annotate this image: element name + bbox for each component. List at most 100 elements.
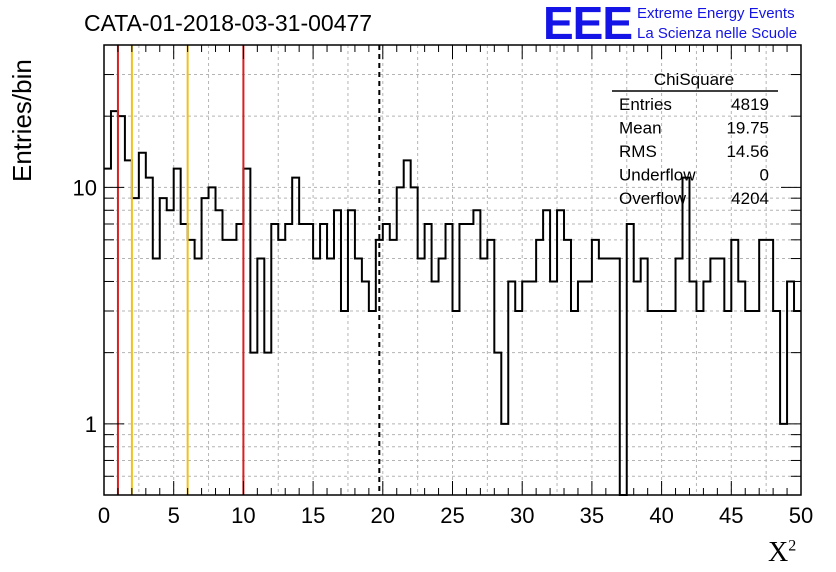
histogram-bin	[585, 281, 592, 495]
histogram-bin	[522, 281, 529, 495]
x-tick-label: 35	[580, 503, 604, 528]
histogram-bin	[146, 178, 153, 495]
chart-title: CATA-01-2018-03-31-00477	[84, 10, 373, 36]
stats-label: Mean	[619, 119, 662, 138]
x-tick-label: 0	[98, 503, 110, 528]
histogram-bin	[453, 311, 460, 495]
histogram-bin	[710, 259, 717, 495]
histogram-bin	[703, 281, 710, 495]
stats-label: Entries	[619, 95, 672, 114]
histogram-bin	[508, 281, 515, 495]
histogram-bin	[536, 240, 543, 495]
y-tick-label: 1	[85, 412, 97, 437]
histogram-bin	[627, 224, 634, 495]
histogram-bin	[292, 178, 299, 495]
histogram-bin	[411, 187, 418, 495]
x-tick-label: 45	[719, 503, 743, 528]
histogram-bin	[669, 311, 676, 495]
histogram-bin	[271, 224, 278, 495]
histogram-bin	[181, 224, 188, 495]
stats-value: 4204	[731, 189, 769, 208]
histogram-bin	[160, 198, 167, 495]
axes: 0 5 10 15 20 25 30 35 40 45 50 1 10	[73, 44, 813, 528]
histogram-bin	[327, 259, 334, 495]
histogram-bin	[341, 311, 348, 495]
histogram-bin	[724, 311, 731, 495]
histogram-bin	[606, 259, 613, 495]
histogram-bin	[320, 224, 327, 495]
histogram-bin	[229, 240, 236, 495]
x-tick-label: 10	[231, 503, 255, 528]
histogram-bin	[222, 240, 229, 495]
x-axis-label: X2	[768, 537, 796, 569]
histogram-bin	[529, 281, 536, 495]
histogram-bin	[745, 311, 752, 495]
histogram-bin	[634, 281, 641, 495]
histogram-bin	[794, 311, 801, 495]
histogram-bin	[592, 240, 599, 495]
stats-value: 14.56	[726, 142, 769, 161]
histogram-bin	[759, 240, 766, 495]
histogram-outline	[104, 110, 801, 496]
histogram-bin	[104, 169, 111, 495]
histogram-bin	[689, 281, 696, 495]
histogram-bin	[418, 259, 425, 495]
histogram-bin	[676, 259, 683, 495]
histogram-bin	[515, 311, 522, 495]
x-tick-label: 50	[789, 503, 813, 528]
histogram-bin	[480, 259, 487, 495]
histogram-bin	[655, 311, 662, 495]
histogram-bin	[299, 224, 306, 495]
histogram-bin	[752, 311, 759, 495]
histogram-bin	[376, 240, 383, 495]
histogram-bin	[648, 311, 655, 495]
x-tick-label: 30	[510, 503, 534, 528]
histogram-bin	[209, 187, 216, 495]
histogram-bin	[118, 116, 125, 495]
histogram-bin	[236, 224, 243, 495]
x-axis-label-base: X	[768, 537, 789, 568]
histogram-bin	[439, 259, 446, 495]
stats-box: ChiSquare Entries 4819 Mean 19.75 RMS 14.56 Und…	[612, 70, 778, 208]
histogram-bin	[188, 240, 195, 495]
histogram-bin	[662, 311, 669, 495]
y-tick-label: 10	[73, 175, 97, 200]
histogram-bin	[571, 311, 578, 495]
eee-logo: EEE	[543, 0, 633, 49]
histogram-bin	[425, 224, 432, 495]
histogram-bin	[202, 198, 209, 495]
histogram-bin	[731, 240, 738, 495]
x-tick-label: 15	[301, 503, 325, 528]
histogram-bin	[285, 224, 292, 495]
stats-label: Overflow	[619, 189, 687, 208]
histogram-bin	[487, 240, 494, 495]
histogram-bin	[641, 259, 648, 495]
histogram-bin	[195, 259, 202, 495]
x-tick-label: 25	[440, 503, 464, 528]
histogram-bin	[369, 311, 376, 495]
logo-text-line1: Extreme Energy Events	[637, 5, 795, 22]
histogram-bin	[613, 259, 620, 495]
histogram-bin	[383, 224, 390, 495]
histogram-bin	[787, 281, 794, 495]
histogram-bin	[766, 240, 773, 495]
stats-name: ChiSquare	[654, 70, 734, 89]
histogram-bin	[550, 281, 557, 495]
histogram-bin	[397, 187, 404, 495]
histogram-bin	[139, 153, 146, 495]
histogram-bin	[466, 224, 473, 495]
histogram-bars	[104, 110, 801, 496]
histogram-bin	[459, 224, 466, 495]
histogram-bin	[717, 259, 724, 495]
histogram-bin	[432, 281, 439, 495]
x-axis-label-superscript: 2	[788, 537, 797, 555]
histogram-bin	[696, 311, 703, 495]
histogram-bin	[257, 259, 264, 495]
histogram-bin	[313, 259, 320, 495]
histogram-bin	[390, 240, 397, 495]
histogram-bin	[446, 224, 453, 495]
logo-text-line2: La Scienza nelle Scuole	[637, 25, 798, 42]
histogram-bin	[599, 259, 606, 495]
x-tick-label: 5	[168, 503, 180, 528]
stats-label: RMS	[619, 142, 657, 161]
